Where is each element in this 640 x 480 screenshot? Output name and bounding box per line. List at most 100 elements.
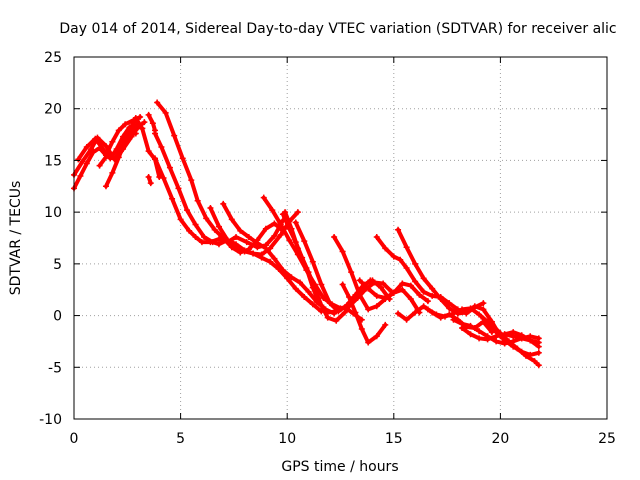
data-point-marker bbox=[407, 282, 414, 289]
data-point-marker bbox=[215, 236, 222, 243]
data-point-marker bbox=[102, 142, 109, 149]
data-point-marker bbox=[309, 301, 316, 308]
data-point-marker bbox=[279, 211, 286, 218]
data-point-marker bbox=[510, 329, 517, 336]
data-point-marker bbox=[395, 226, 402, 233]
data-point-marker bbox=[369, 277, 376, 284]
data-point-marker bbox=[284, 275, 291, 282]
data-point-marker bbox=[292, 239, 299, 246]
data-point-marker bbox=[152, 130, 159, 137]
data-point-marker bbox=[476, 335, 483, 342]
data-point-marker bbox=[476, 311, 483, 318]
data-point-marker bbox=[279, 267, 286, 274]
data-point-marker bbox=[145, 148, 152, 155]
data-point-marker bbox=[493, 338, 500, 345]
data-point-marker bbox=[390, 289, 397, 296]
data-point-marker bbox=[188, 177, 195, 184]
data-point-marker bbox=[488, 321, 495, 328]
data-point-marker bbox=[403, 244, 410, 251]
data-point-marker bbox=[132, 115, 139, 122]
data-point-marker bbox=[476, 328, 483, 335]
data-point-marker bbox=[378, 284, 385, 291]
chart-title: Day 014 of 2014, Sidereal Day-to-day VTE… bbox=[59, 21, 616, 37]
data-point-marker bbox=[192, 233, 199, 240]
data-point-marker bbox=[403, 264, 410, 271]
data-point-marker bbox=[203, 215, 210, 222]
data-point-marker bbox=[467, 305, 474, 312]
data-point-marker bbox=[109, 138, 116, 145]
data-point-marker bbox=[100, 147, 107, 154]
data-point-marker bbox=[467, 322, 474, 329]
data-point-marker bbox=[145, 111, 152, 118]
data-point-marker bbox=[403, 316, 410, 323]
data-point-marker bbox=[348, 269, 355, 276]
data-point-marker bbox=[416, 291, 423, 298]
data-point-marker bbox=[83, 143, 90, 150]
data-point-marker bbox=[262, 225, 269, 232]
data-point-marker bbox=[446, 300, 453, 307]
data-point-marker bbox=[399, 286, 406, 293]
data-point-marker bbox=[373, 233, 380, 240]
data-point-marker bbox=[186, 227, 193, 234]
data-point-marker bbox=[105, 151, 112, 158]
data-point-marker bbox=[260, 194, 267, 201]
data-point-marker bbox=[395, 310, 402, 317]
data-point-marker bbox=[220, 200, 227, 207]
data-point-marker bbox=[177, 216, 184, 223]
series-line-arc-13 bbox=[221, 201, 337, 316]
series-line-arc-2 bbox=[72, 116, 145, 177]
data-point-marker bbox=[382, 245, 389, 252]
data-point-marker bbox=[162, 109, 169, 116]
data-point-marker bbox=[480, 306, 487, 313]
data-point-marker bbox=[115, 154, 122, 161]
data-point-marker bbox=[286, 225, 293, 232]
data-point-marker bbox=[331, 233, 338, 240]
data-point-marker bbox=[183, 207, 190, 214]
data-point-marker bbox=[145, 173, 152, 180]
data-point-marker bbox=[233, 233, 240, 240]
data-point-marker bbox=[535, 362, 542, 369]
data-point-marker bbox=[480, 300, 487, 307]
data-point-marker bbox=[88, 146, 95, 153]
data-point-marker bbox=[531, 358, 538, 365]
data-point-marker bbox=[335, 308, 342, 315]
data-point-marker bbox=[301, 293, 308, 300]
data-point-marker bbox=[390, 253, 397, 260]
data-point-marker bbox=[113, 146, 120, 153]
data-point-marker bbox=[535, 343, 542, 350]
y-tick-label: -10 bbox=[39, 412, 62, 428]
data-point-marker bbox=[493, 333, 500, 340]
data-point-marker bbox=[198, 239, 205, 246]
data-point-marker bbox=[356, 277, 363, 284]
data-point-marker bbox=[299, 254, 306, 261]
data-point-marker bbox=[358, 326, 365, 333]
x-tick-label: 5 bbox=[176, 431, 185, 447]
data-point-marker bbox=[480, 315, 487, 322]
data-point-marker bbox=[147, 180, 154, 187]
data-point-marker bbox=[527, 337, 534, 344]
data-point-marker bbox=[382, 294, 389, 301]
series-line-arc-17 bbox=[293, 220, 392, 314]
data-point-marker bbox=[318, 302, 325, 309]
data-point-marker bbox=[277, 221, 284, 228]
data-point-marker bbox=[518, 348, 525, 355]
data-point-marker bbox=[194, 197, 201, 204]
data-point-marker bbox=[258, 254, 265, 261]
data-point-marker bbox=[382, 321, 389, 328]
data-point-marker bbox=[365, 285, 372, 292]
data-point-marker bbox=[75, 156, 82, 163]
series-line-arc-12 bbox=[208, 206, 324, 314]
y-axis-label: SDTVAR / TECUs bbox=[8, 181, 24, 296]
y-tick-labels: -10 -5 0 5 10 15 20 25 bbox=[39, 50, 62, 428]
data-point-marker bbox=[241, 248, 248, 255]
data-point-marker bbox=[169, 195, 176, 202]
data-point-marker bbox=[122, 137, 129, 144]
data-point-marker bbox=[412, 260, 419, 267]
data-point-marker bbox=[501, 337, 508, 344]
y-tick-label: 0 bbox=[53, 309, 62, 325]
data-point-marker bbox=[286, 237, 293, 244]
data-point-marker bbox=[83, 160, 90, 167]
data-point-marker bbox=[207, 205, 214, 212]
data-point-marker bbox=[450, 310, 457, 317]
